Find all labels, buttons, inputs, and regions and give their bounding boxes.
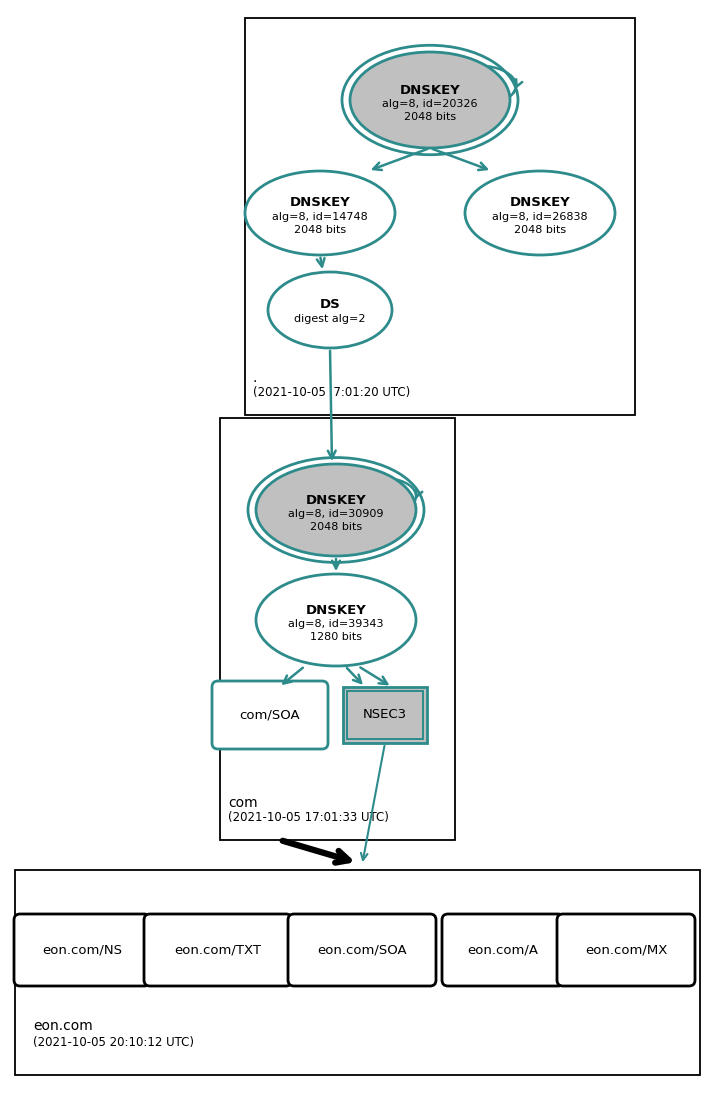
Text: com: com: [228, 796, 258, 810]
Text: eon.com/A: eon.com/A: [468, 943, 538, 956]
Text: DNSKEY: DNSKEY: [305, 493, 367, 507]
Bar: [15, 870, 700, 1075]
Ellipse shape: [350, 53, 510, 148]
Text: 2048 bits: 2048 bits: [404, 112, 456, 123]
FancyBboxPatch shape: [14, 913, 150, 986]
Text: (2021-10-05 20:10:12 UTC): (2021-10-05 20:10:12 UTC): [33, 1036, 194, 1049]
Text: 2048 bits: 2048 bits: [310, 522, 362, 532]
Text: 1280 bits: 1280 bits: [310, 632, 362, 642]
Text: 2048 bits: 2048 bits: [294, 225, 346, 235]
Text: NSEC3: NSEC3: [363, 709, 407, 722]
Text: DNSKEY: DNSKEY: [510, 197, 570, 209]
Ellipse shape: [465, 171, 615, 255]
Text: DNSKEY: DNSKEY: [399, 83, 461, 96]
Text: DNSKEY: DNSKEY: [305, 604, 367, 617]
Text: (2021-10-05  7:01:20 UTC): (2021-10-05 7:01:20 UTC): [253, 386, 410, 399]
Text: eon.com/SOA: eon.com/SOA: [317, 943, 407, 956]
Text: 2048 bits: 2048 bits: [514, 225, 566, 235]
Text: alg=8, id=14748: alg=8, id=14748: [272, 212, 368, 222]
Text: digest alg=2: digest alg=2: [294, 314, 366, 324]
FancyBboxPatch shape: [442, 913, 564, 986]
FancyBboxPatch shape: [343, 687, 427, 743]
Ellipse shape: [256, 464, 416, 556]
Ellipse shape: [268, 272, 392, 348]
Text: com/SOA: com/SOA: [240, 709, 300, 722]
FancyBboxPatch shape: [288, 913, 436, 986]
Text: alg=8, id=20326: alg=8, id=20326: [382, 98, 478, 109]
Text: eon.com/MX: eon.com/MX: [585, 943, 667, 956]
FancyBboxPatch shape: [212, 680, 328, 749]
Bar: [220, 418, 455, 840]
Text: alg=8, id=26838: alg=8, id=26838: [492, 212, 588, 222]
Text: (2021-10-05 17:01:33 UTC): (2021-10-05 17:01:33 UTC): [228, 811, 389, 824]
Ellipse shape: [245, 171, 395, 255]
FancyBboxPatch shape: [557, 913, 695, 986]
Text: eon.com: eon.com: [33, 1019, 93, 1033]
Text: DNSKEY: DNSKEY: [290, 197, 350, 209]
Bar: [245, 18, 635, 415]
Text: eon.com/TXT: eon.com/TXT: [174, 943, 261, 956]
Text: eon.com/NS: eon.com/NS: [42, 943, 122, 956]
Ellipse shape: [256, 574, 416, 666]
Text: alg=8, id=39343: alg=8, id=39343: [288, 619, 384, 629]
Text: DS: DS: [320, 298, 340, 311]
FancyBboxPatch shape: [144, 913, 292, 986]
Text: alg=8, id=30909: alg=8, id=30909: [288, 509, 384, 519]
Text: .: .: [253, 371, 257, 385]
